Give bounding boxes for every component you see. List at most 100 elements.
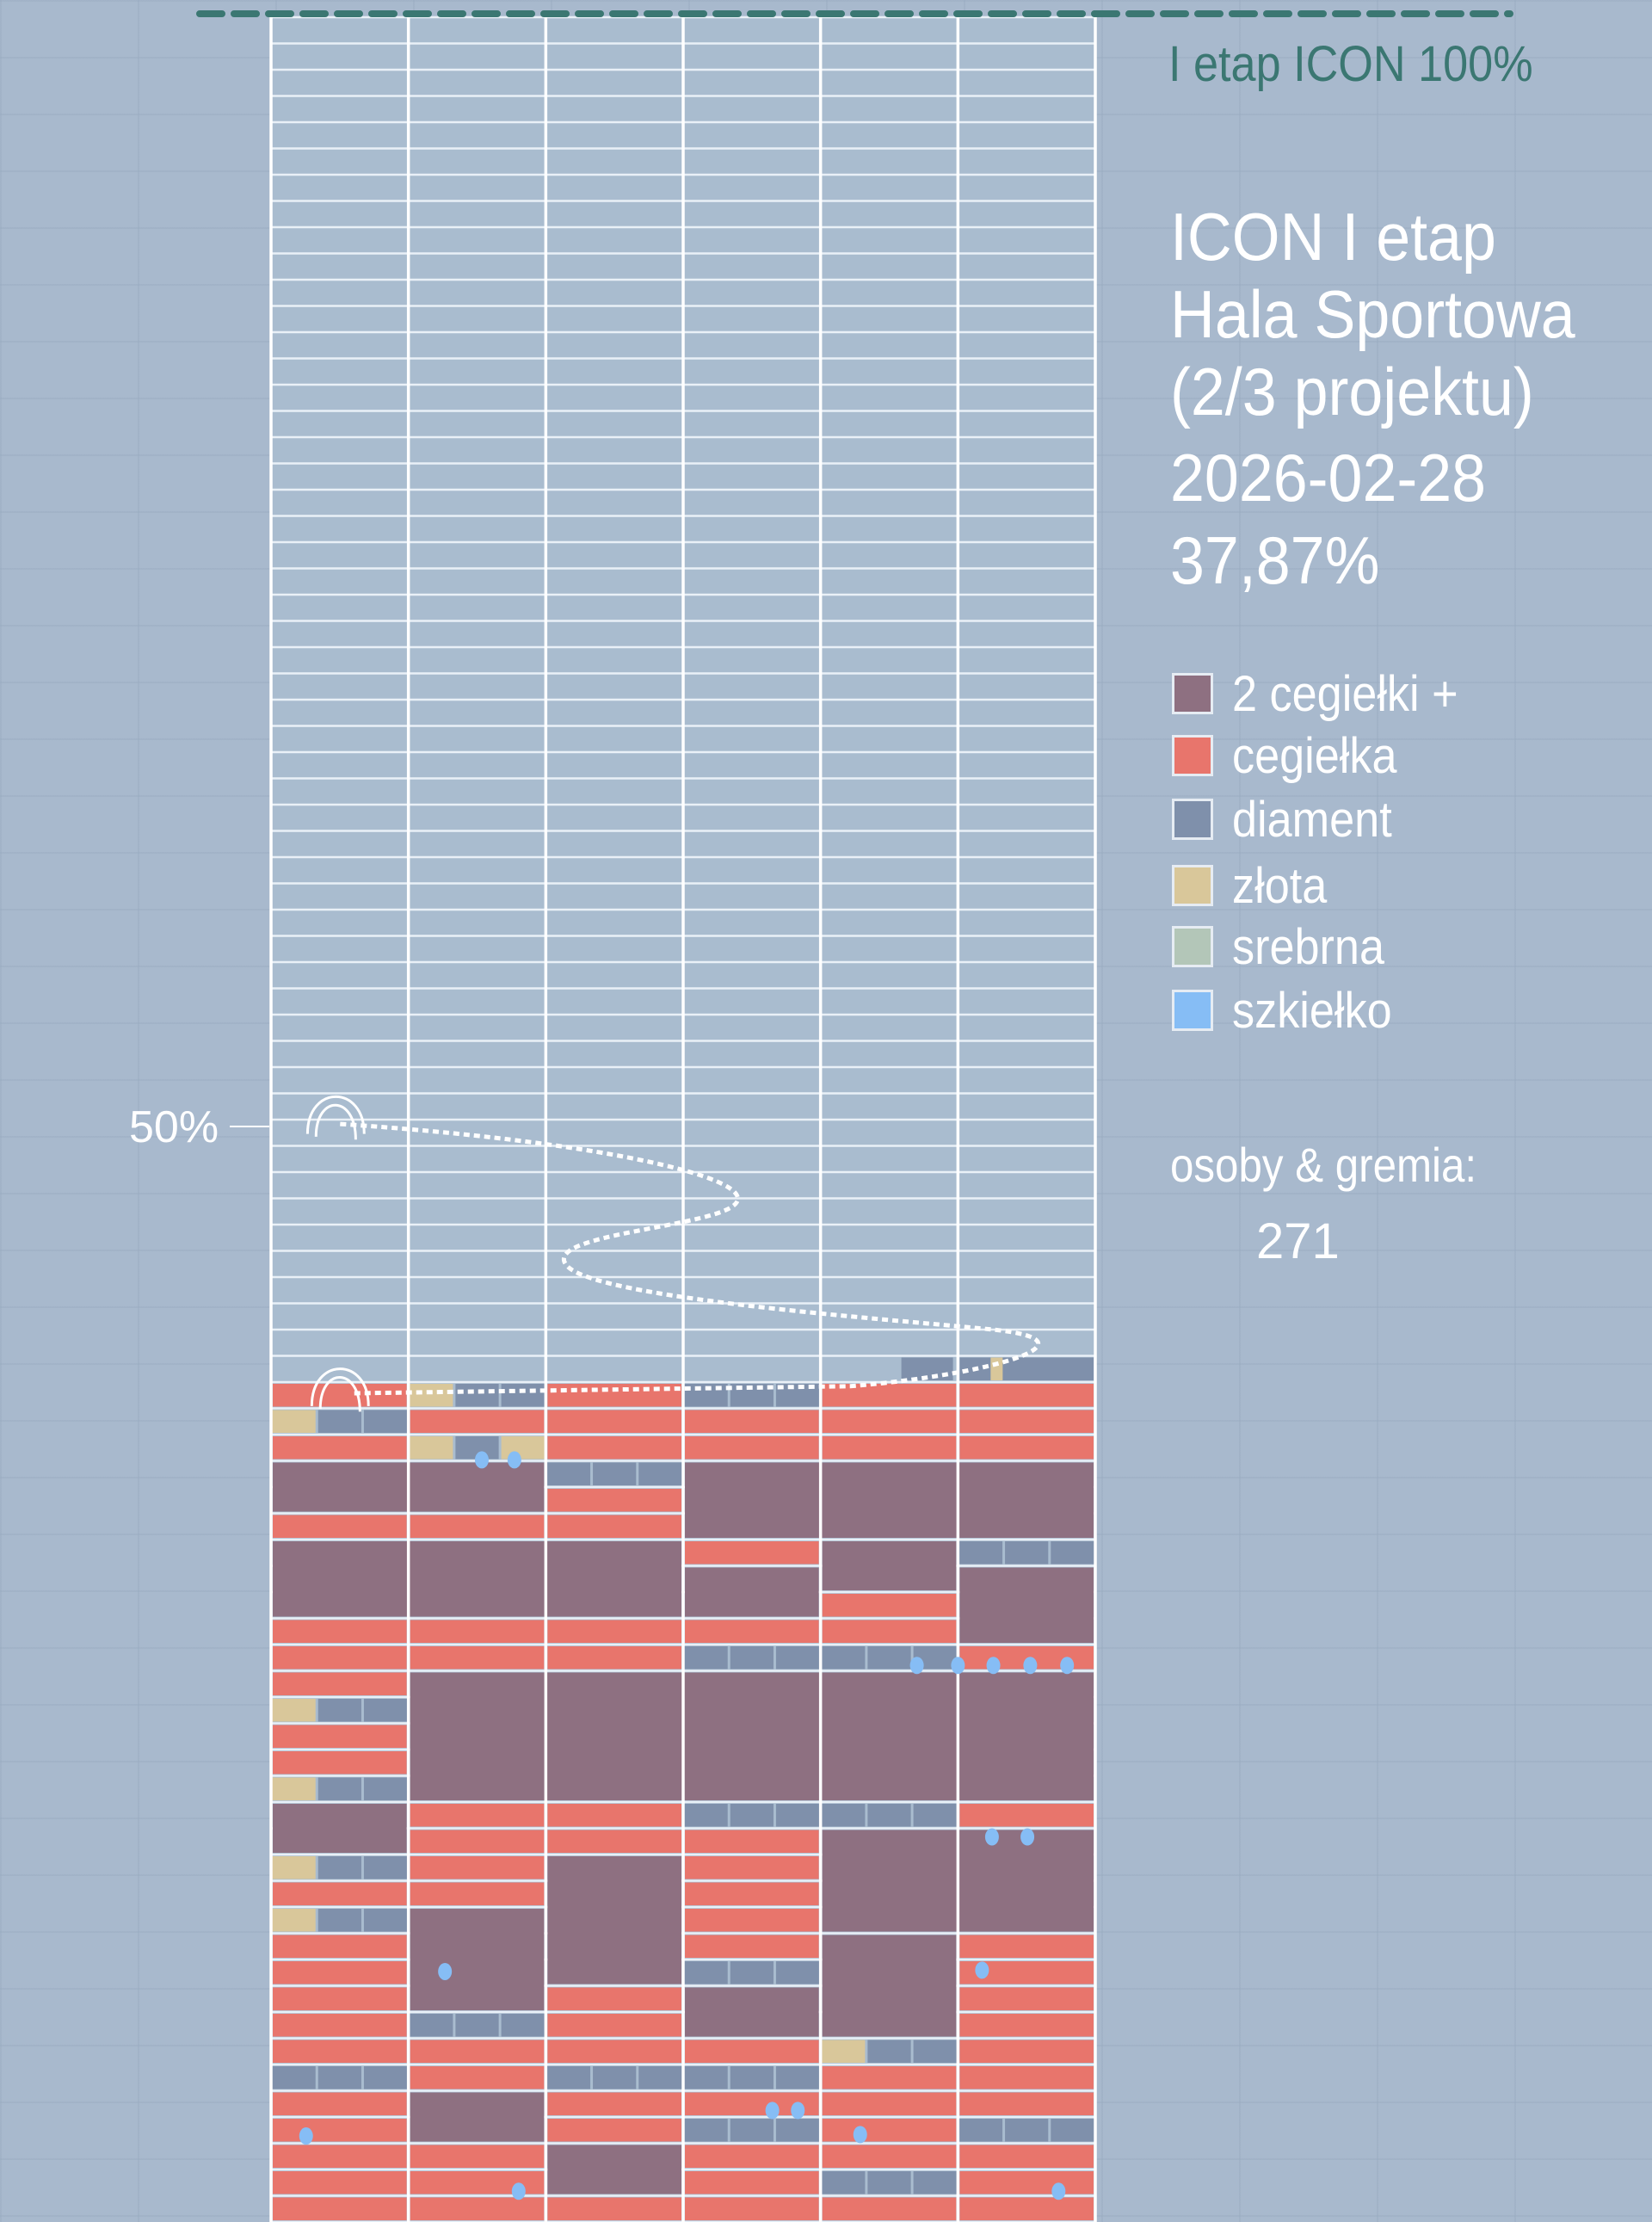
brick-gold <box>272 1856 316 1879</box>
brick-red <box>273 1620 407 1643</box>
brick-diam <box>730 1804 774 1827</box>
brick-diam <box>867 1804 911 1827</box>
brick-diam <box>684 1646 728 1670</box>
brick-red <box>685 2040 819 2063</box>
brick-diam <box>638 2066 682 2089</box>
brick-red <box>822 1620 957 1643</box>
brick-red <box>273 2014 407 2037</box>
brick-gold <box>272 1777 316 1800</box>
brick-diam <box>501 1384 545 1407</box>
brick-diam <box>775 2066 820 2089</box>
brick-red <box>273 1751 407 1775</box>
brick-diam <box>363 1410 408 1433</box>
brick-red <box>685 1620 819 1643</box>
brick-diam <box>913 1804 957 1827</box>
brick-red <box>959 2040 1094 2063</box>
brick-diam <box>638 1462 682 1485</box>
szkielko-dot <box>1023 1657 1038 1675</box>
brick-red <box>685 1909 819 1932</box>
brick-red <box>685 2197 819 2220</box>
brick-red <box>822 2092 957 2115</box>
brick-diam <box>546 2066 591 2089</box>
legend-label: diament <box>1232 791 1392 848</box>
brick-red <box>685 1436 819 1460</box>
brick-red <box>685 2171 819 2194</box>
brick-red <box>273 2040 407 2063</box>
szkielko-dot <box>1020 1828 1035 1846</box>
legend-label: srebrna <box>1232 918 1384 975</box>
brick-red <box>273 2092 407 2115</box>
brick-diam <box>317 1909 361 1932</box>
szkielko-dot <box>951 1657 965 1675</box>
brick-red <box>959 2014 1094 2037</box>
brick-red <box>410 1646 545 1670</box>
legend-item: diament <box>1172 792 1409 848</box>
brick-red <box>547 1436 681 1460</box>
brick-diam <box>913 2040 957 2063</box>
legend-swatch <box>1172 735 1213 776</box>
brick-gold <box>272 1909 316 1932</box>
brick-red <box>959 2171 1094 2194</box>
brick-gold <box>410 1384 453 1407</box>
brick-red <box>273 1725 407 1748</box>
brick-red <box>273 1987 407 2010</box>
brick-red <box>959 1384 1094 1407</box>
brick-red <box>547 2014 681 2037</box>
brick-red <box>959 1987 1094 2010</box>
brick-red <box>959 1935 1094 1958</box>
brick-red <box>959 1804 1094 1827</box>
brick-diam <box>684 2119 728 2142</box>
brick-red <box>547 1804 681 1827</box>
brick-red <box>273 1515 407 1538</box>
brick-red <box>822 1410 957 1433</box>
brick-red <box>273 2171 407 2194</box>
brick-red <box>273 2119 407 2142</box>
brick-diam <box>1051 2119 1094 2142</box>
brick-red <box>547 1410 681 1433</box>
brick-gold <box>410 1436 453 1460</box>
brick-purple <box>410 2092 545 2142</box>
legend-label: cegiełka <box>1232 727 1397 784</box>
brick-diam <box>822 2171 866 2194</box>
brick-diam <box>1005 1541 1049 1565</box>
szkielko-dot <box>511 2182 526 2200</box>
brick-red <box>959 2066 1094 2089</box>
brick-diam <box>775 1961 820 1984</box>
brick-diam <box>730 2119 774 2142</box>
brick-red <box>822 2145 957 2168</box>
legend-swatch <box>1172 673 1213 714</box>
brick-diam <box>775 1804 820 1827</box>
brick-red <box>410 2145 545 2168</box>
title-line-3: (2/3 projektu) <box>1170 354 1534 429</box>
legend-swatch <box>1172 926 1213 967</box>
brick-red <box>410 1856 545 1879</box>
brick-red <box>959 1436 1094 1460</box>
brick-red <box>547 2092 681 2115</box>
szkielko-dot <box>984 1828 999 1846</box>
legend-label: szkiełko <box>1232 982 1392 1039</box>
szkielko-dot <box>474 1451 489 1469</box>
szkielko-dot <box>909 1657 924 1675</box>
progress-path <box>340 1121 1041 1396</box>
brick-diam <box>501 2014 545 2037</box>
brick-red <box>547 1489 681 1512</box>
progress-percent: 37,87% <box>1170 522 1380 598</box>
brick-gold <box>272 1410 316 1433</box>
brick-diam <box>822 1804 866 1827</box>
szkielko-dot <box>507 1451 521 1469</box>
brick-red <box>273 1672 407 1695</box>
szkielko-dot <box>975 1961 989 1979</box>
szkielko-dot <box>1051 2182 1066 2200</box>
brick-red <box>547 2040 681 2063</box>
brick-purple <box>547 1856 681 1984</box>
people-count: 271 <box>1256 1213 1340 1269</box>
brick-gold <box>990 1357 1003 1380</box>
brick-diam <box>1051 1541 1094 1565</box>
brick-red <box>410 1620 545 1643</box>
brick-red <box>685 1830 819 1853</box>
brick-red <box>822 2197 957 2220</box>
brick-diam <box>730 1961 774 1984</box>
brick-diam <box>317 1699 361 1722</box>
brick-diam <box>730 1646 774 1670</box>
